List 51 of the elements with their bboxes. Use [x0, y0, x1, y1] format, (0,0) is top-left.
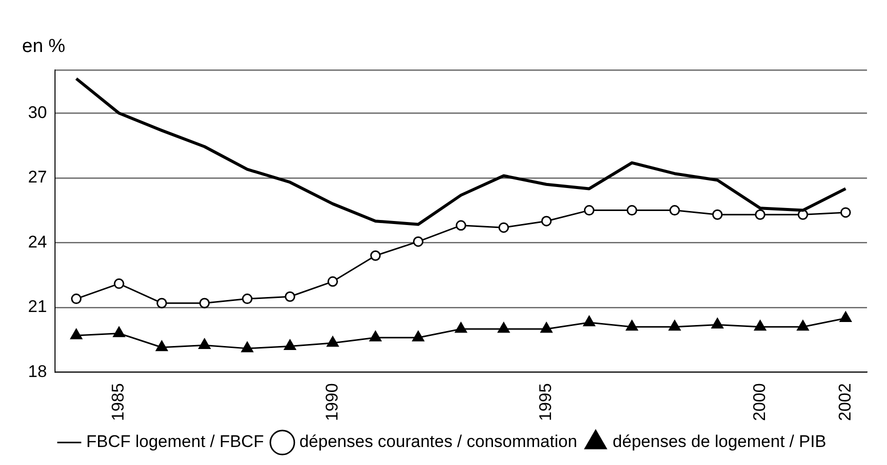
x-tick-label: 2002: [835, 383, 854, 422]
x-tick-label: 1985: [108, 383, 128, 422]
point: [70, 328, 82, 340]
point: [456, 220, 466, 231]
point: [583, 316, 596, 326]
point: [668, 320, 681, 331]
point: [284, 291, 296, 302]
point: [840, 207, 851, 218]
x-tick-label: 1995: [536, 383, 556, 422]
point: [584, 205, 594, 216]
y-tick-label: 30: [28, 102, 47, 122]
legend-label: dépenses de logement / PIB: [612, 432, 826, 452]
x-tick-label: 2000: [750, 383, 769, 422]
legend-label: FBCF logement / FBCF: [86, 432, 264, 452]
point: [840, 311, 852, 322]
y-tick-label: 24: [28, 232, 47, 252]
point: [626, 320, 638, 331]
point: [113, 326, 125, 338]
y-tick-label: 27: [28, 168, 47, 187]
point: [242, 294, 252, 304]
point: [326, 336, 339, 347]
point: [156, 298, 168, 308]
y-tick-label: 18: [28, 362, 47, 381]
point: [156, 340, 168, 352]
point: [754, 320, 766, 331]
point: [199, 298, 210, 308]
point: [712, 209, 723, 220]
point: [796, 320, 809, 331]
point: [198, 338, 210, 349]
point: [71, 294, 82, 304]
y-tick-label: 21: [28, 297, 47, 316]
point: [370, 330, 382, 342]
point: [412, 330, 424, 342]
point: [541, 216, 552, 226]
point: [114, 278, 124, 289]
point: [498, 222, 509, 233]
point: [455, 322, 467, 333]
point: [412, 236, 424, 247]
y-axis-title: en %: [22, 36, 66, 58]
point: [669, 205, 680, 216]
point: [327, 276, 338, 287]
point: [754, 209, 766, 220]
point: [241, 342, 254, 352]
legend-label: dépenses courantes / consommation: [299, 432, 578, 452]
x-tick-label: 1990: [322, 383, 342, 422]
point: [370, 250, 381, 261]
point: [711, 318, 724, 328]
point: [498, 322, 510, 333]
point: [540, 322, 552, 333]
point: [626, 205, 638, 216]
point: [284, 340, 296, 350]
